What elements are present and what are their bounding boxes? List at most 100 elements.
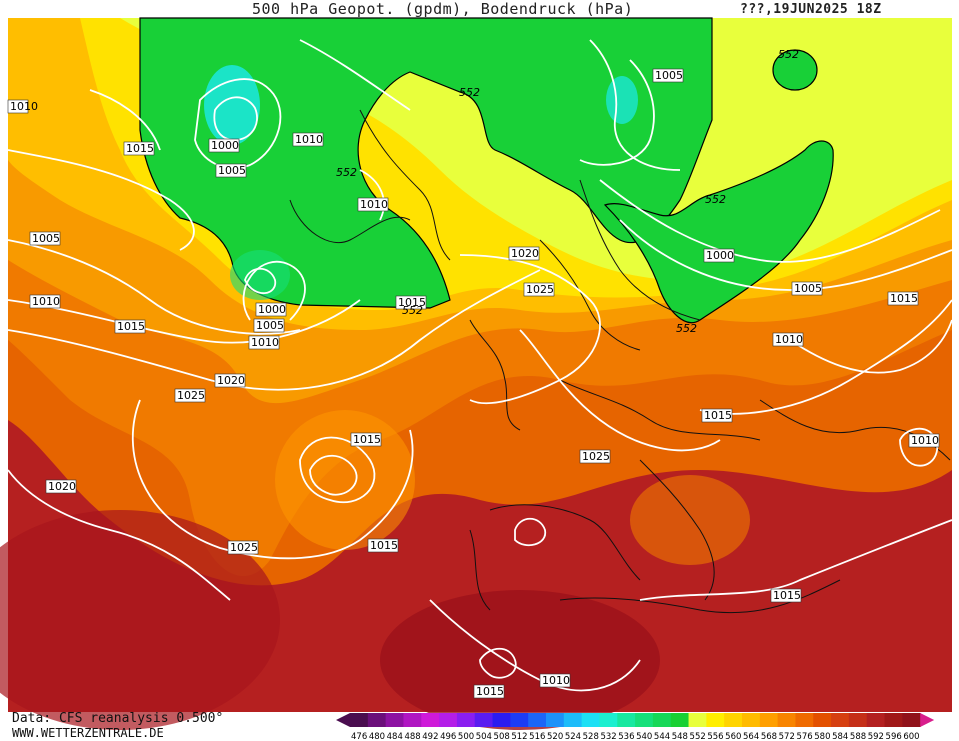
legend-swatch xyxy=(652,713,672,727)
legend-tick-label: 540 xyxy=(636,732,652,741)
green-trough-west xyxy=(139,17,713,309)
svg-text:1005: 1005 xyxy=(218,164,246,177)
svg-text:1005: 1005 xyxy=(794,282,822,295)
svg-text:1010: 1010 xyxy=(542,674,570,687)
svg-text:1020: 1020 xyxy=(48,480,76,493)
isobar-label: 1015 xyxy=(350,432,382,447)
isobar-label: 1010 xyxy=(292,132,324,147)
legend-swatch xyxy=(635,713,654,727)
isobar-label: 1010 xyxy=(7,99,38,114)
svg-text:552: 552 xyxy=(459,86,480,99)
legend-tick-label: 524 xyxy=(565,732,581,741)
svg-text:1015: 1015 xyxy=(370,539,398,552)
legend-tick-label: 484 xyxy=(387,732,403,741)
legend-swatch xyxy=(403,713,422,727)
hot-pocket-atlantic xyxy=(0,510,280,730)
legend-tick-label: 504 xyxy=(476,732,492,741)
legend-swatch xyxy=(385,713,404,727)
isobar-label: 1020 xyxy=(45,479,77,494)
svg-text:1010: 1010 xyxy=(775,333,803,346)
legend-tick-label: 516 xyxy=(529,732,545,741)
legend-tick-label: 588 xyxy=(850,732,866,741)
legend-swatch xyxy=(474,713,494,727)
svg-text:1005: 1005 xyxy=(32,232,60,245)
legend-tick-label: 568 xyxy=(761,732,777,741)
svg-text:552: 552 xyxy=(705,193,726,206)
svg-text:1010: 1010 xyxy=(360,198,388,211)
legend-arrow-left xyxy=(336,713,350,727)
legend-tick-label: 520 xyxy=(547,732,563,741)
legend-swatch xyxy=(759,713,779,727)
isobar-label: 1010 xyxy=(539,673,571,688)
legend-tick-label: 576 xyxy=(796,732,812,741)
legend-tick-label: 492 xyxy=(422,732,438,741)
isobar-label: 1005 xyxy=(215,163,247,178)
legend-tick-label: 508 xyxy=(494,732,510,741)
svg-text:552: 552 xyxy=(778,48,799,61)
legend-swatch xyxy=(831,713,850,727)
pressure-labels: 1010 1015 1000 1005 1010 1005 1010 1005 … xyxy=(7,68,940,699)
svg-text:1015: 1015 xyxy=(126,142,154,155)
legend-tick-label: 480 xyxy=(369,732,385,741)
svg-text:1010: 1010 xyxy=(295,133,323,146)
isobar-label: 1005 xyxy=(253,318,285,333)
legend-tick-label: 488 xyxy=(404,732,420,741)
legend-tick-label: 552 xyxy=(690,732,706,741)
legend-swatch xyxy=(350,713,369,727)
svg-text:1000: 1000 xyxy=(706,249,734,262)
svg-text:1005: 1005 xyxy=(256,319,284,332)
svg-text:1005: 1005 xyxy=(655,69,683,82)
legend-tick-label: 580 xyxy=(814,732,830,741)
svg-text:1010: 1010 xyxy=(251,336,279,349)
isobar-label: 1015 xyxy=(367,538,399,553)
legend-tick-label: 512 xyxy=(511,732,527,741)
isobar-label: 1010 xyxy=(357,197,389,212)
legend-tick-label: 496 xyxy=(440,732,456,741)
legend-tick-label: 572 xyxy=(779,732,795,741)
legend-swatch xyxy=(706,713,725,727)
legend-swatch xyxy=(902,713,921,727)
legend-tick-label: 592 xyxy=(868,732,884,741)
legend-swatch xyxy=(599,713,618,727)
legend-swatch xyxy=(563,713,583,727)
svg-text:1025: 1025 xyxy=(582,450,610,463)
legend-swatch xyxy=(546,713,565,727)
legend-swatch xyxy=(367,713,387,727)
svg-text:1010: 1010 xyxy=(10,100,38,113)
isobar-label: 1025 xyxy=(579,449,611,464)
legend-tick-label: 500 xyxy=(458,732,474,741)
legend-tick-label: 476 xyxy=(351,732,367,741)
isobar-label: 1015 xyxy=(770,588,802,603)
svg-text:1020: 1020 xyxy=(217,374,245,387)
svg-text:1025: 1025 xyxy=(230,541,258,554)
svg-text:1015: 1015 xyxy=(890,292,918,305)
site-url: WWW.WETTERZENTRALE.DE xyxy=(12,726,164,740)
legend-swatch xyxy=(848,713,868,727)
svg-text:552: 552 xyxy=(402,304,423,317)
isobar-label: 1015 xyxy=(473,684,505,699)
svg-text:552: 552 xyxy=(336,166,357,179)
isobars xyxy=(7,39,953,692)
legend-swatch xyxy=(795,713,814,727)
isobar-label: 1025 xyxy=(174,388,206,403)
legend-swatch xyxy=(617,713,636,727)
legend-swatch xyxy=(866,713,886,727)
color-legend: 476 480 484 488 492 496 500 504 508 512 516 520 524 5… xyxy=(336,713,935,741)
green-blob-ne xyxy=(772,49,818,91)
warm-pocket-italy xyxy=(630,475,750,565)
legend-swatch xyxy=(813,713,832,727)
svg-text:1000: 1000 xyxy=(258,303,286,316)
green-trough-east xyxy=(603,140,834,324)
coastlines xyxy=(289,109,951,614)
legend-tick-label: 600 xyxy=(903,732,919,741)
legend-tick-label: 528 xyxy=(583,732,599,741)
isobar-label: 1005 xyxy=(791,281,823,296)
legend-arrow-right xyxy=(920,713,935,727)
svg-text:1015: 1015 xyxy=(117,320,145,333)
legend-swatch xyxy=(670,713,690,727)
legend-swatch xyxy=(421,713,440,727)
legend-swatch xyxy=(884,713,903,727)
isobar-label: 1000 xyxy=(208,138,240,153)
isobar-label: 1010 xyxy=(29,294,61,309)
svg-text:1025: 1025 xyxy=(526,283,554,296)
